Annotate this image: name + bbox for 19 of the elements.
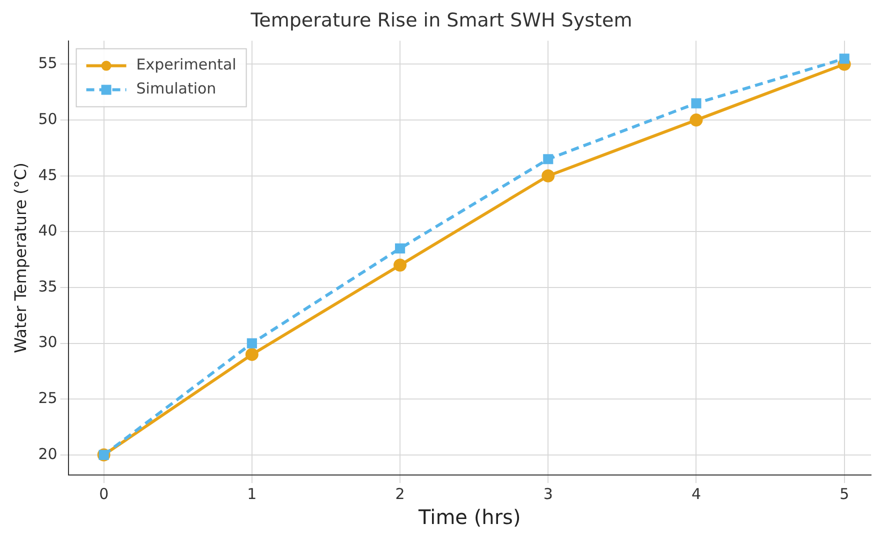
y-tick-label: 55 — [38, 54, 58, 72]
x-tick-label: 0 — [99, 484, 109, 503]
y-tick-label: 30 — [38, 333, 58, 352]
y-tick-label: 20 — [38, 444, 58, 463]
y-tick-label: 35 — [38, 277, 58, 296]
x-tick-label: 4 — [691, 484, 702, 503]
x-tick-label: 2 — [395, 484, 405, 503]
y-tick-label: 50 — [38, 110, 58, 128]
legend-label: Experimental — [136, 56, 236, 74]
y-tick-label: 40 — [38, 222, 58, 240]
y-axis-title: Water Temperature (°C) — [10, 162, 30, 354]
x-tick-label: 1 — [247, 484, 257, 503]
y-tick-label: 45 — [38, 166, 58, 184]
x-tick-label: 3 — [543, 484, 553, 503]
x-axis-title: Time (hrs) — [418, 505, 521, 530]
y-tick-label: 25 — [38, 388, 58, 407]
x-tick-label: 5 — [840, 484, 850, 503]
legend-label: Simulation — [136, 80, 216, 98]
chart-title: Temperature Rise in Smart SWH System — [250, 9, 632, 32]
